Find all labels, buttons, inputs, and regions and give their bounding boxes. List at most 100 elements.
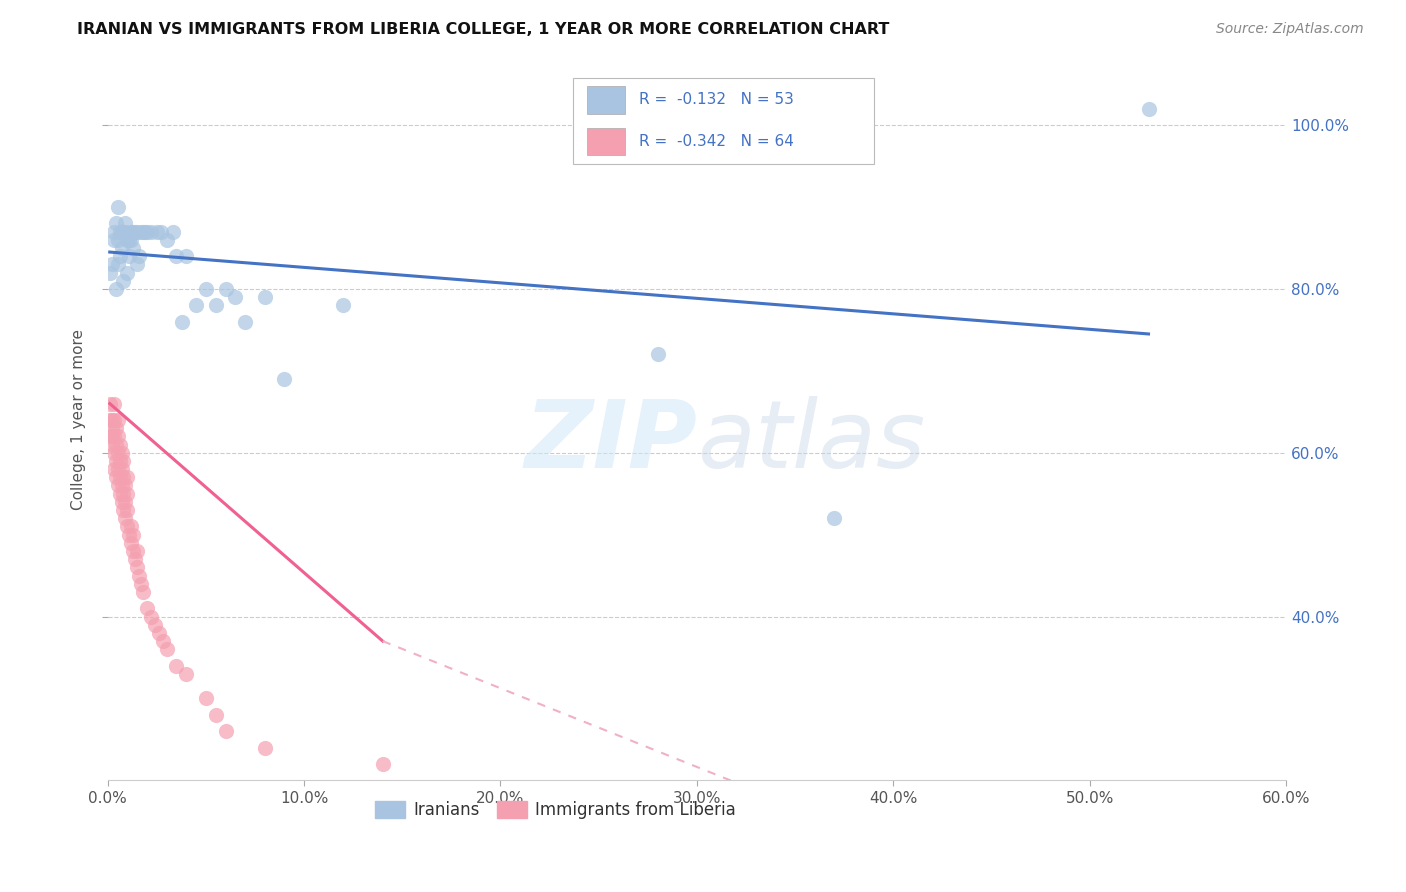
Point bbox=[117, 470, 139, 484]
Point bbox=[146, 225, 169, 239]
Point bbox=[107, 413, 129, 427]
Point bbox=[110, 495, 132, 509]
Point bbox=[120, 225, 142, 239]
Point bbox=[98, 396, 121, 410]
Text: IRANIAN VS IMMIGRANTS FROM LIBERIA COLLEGE, 1 YEAR OR MORE CORRELATION CHART: IRANIAN VS IMMIGRANTS FROM LIBERIA COLLE… bbox=[77, 22, 890, 37]
Point bbox=[253, 290, 276, 304]
Point bbox=[122, 527, 145, 541]
Point bbox=[107, 233, 129, 247]
FancyBboxPatch shape bbox=[574, 78, 873, 164]
Point bbox=[120, 519, 142, 533]
Point bbox=[98, 429, 121, 443]
Point bbox=[132, 585, 155, 599]
Point bbox=[117, 266, 139, 280]
Point bbox=[253, 740, 276, 755]
Text: Source: ZipAtlas.com: Source: ZipAtlas.com bbox=[1216, 22, 1364, 37]
Point bbox=[273, 372, 295, 386]
Point bbox=[100, 257, 122, 271]
Point bbox=[107, 446, 129, 460]
Point bbox=[117, 503, 139, 517]
Point bbox=[184, 298, 207, 312]
Point bbox=[166, 249, 188, 263]
Point bbox=[118, 249, 141, 263]
Point bbox=[103, 225, 125, 239]
Point bbox=[103, 446, 125, 460]
Point bbox=[108, 486, 131, 500]
Point bbox=[103, 413, 125, 427]
Point bbox=[107, 478, 129, 492]
Point bbox=[176, 249, 198, 263]
Point bbox=[647, 347, 669, 361]
Point bbox=[117, 486, 139, 500]
Point bbox=[122, 225, 145, 239]
Point bbox=[139, 609, 162, 624]
Point bbox=[100, 437, 122, 451]
Point bbox=[148, 626, 170, 640]
Point bbox=[100, 421, 122, 435]
Point bbox=[176, 666, 198, 681]
Point bbox=[108, 225, 131, 239]
Point bbox=[156, 642, 179, 657]
Point bbox=[118, 233, 141, 247]
FancyBboxPatch shape bbox=[588, 128, 626, 155]
Text: R =  -0.132   N = 53: R = -0.132 N = 53 bbox=[640, 93, 794, 107]
Point bbox=[823, 511, 845, 525]
Point bbox=[120, 536, 142, 550]
Point bbox=[103, 396, 125, 410]
Point bbox=[332, 298, 354, 312]
Point bbox=[107, 200, 129, 214]
Point bbox=[110, 446, 132, 460]
Point bbox=[194, 282, 217, 296]
Point bbox=[112, 225, 135, 239]
Y-axis label: College, 1 year or more: College, 1 year or more bbox=[72, 329, 86, 510]
FancyBboxPatch shape bbox=[588, 87, 626, 113]
Point bbox=[104, 216, 127, 230]
Point bbox=[108, 249, 131, 263]
Point bbox=[100, 429, 122, 443]
Text: atlas: atlas bbox=[697, 396, 925, 487]
Point bbox=[136, 601, 159, 615]
Point bbox=[134, 225, 156, 239]
Point bbox=[139, 225, 162, 239]
Point bbox=[108, 454, 131, 468]
Point bbox=[98, 413, 121, 427]
Point bbox=[110, 462, 132, 476]
Point bbox=[204, 298, 226, 312]
Point bbox=[204, 707, 226, 722]
Point bbox=[108, 470, 131, 484]
Point bbox=[127, 225, 149, 239]
Point bbox=[172, 315, 194, 329]
Point bbox=[156, 233, 179, 247]
Point bbox=[112, 274, 135, 288]
Point bbox=[98, 266, 121, 280]
Legend: Iranians, Immigrants from Liberia: Iranians, Immigrants from Liberia bbox=[368, 795, 742, 826]
Point bbox=[104, 454, 127, 468]
Point bbox=[152, 634, 174, 648]
Point bbox=[129, 576, 152, 591]
Point bbox=[214, 724, 236, 739]
Point bbox=[122, 544, 145, 558]
Point bbox=[104, 282, 127, 296]
Point bbox=[127, 257, 149, 271]
Point bbox=[120, 233, 142, 247]
Point bbox=[371, 756, 394, 771]
Point bbox=[110, 241, 132, 255]
Point bbox=[104, 437, 127, 451]
Point bbox=[103, 429, 125, 443]
Point bbox=[114, 511, 136, 525]
Point bbox=[149, 225, 172, 239]
Point bbox=[124, 225, 146, 239]
Point bbox=[136, 225, 159, 239]
Point bbox=[224, 290, 246, 304]
Point bbox=[112, 486, 135, 500]
Point bbox=[122, 241, 145, 255]
Point bbox=[100, 413, 122, 427]
Point bbox=[162, 225, 184, 239]
Point bbox=[127, 560, 149, 574]
Point bbox=[110, 478, 132, 492]
Point bbox=[114, 216, 136, 230]
Point bbox=[114, 495, 136, 509]
Point bbox=[132, 225, 155, 239]
Point bbox=[114, 478, 136, 492]
Point bbox=[103, 462, 125, 476]
